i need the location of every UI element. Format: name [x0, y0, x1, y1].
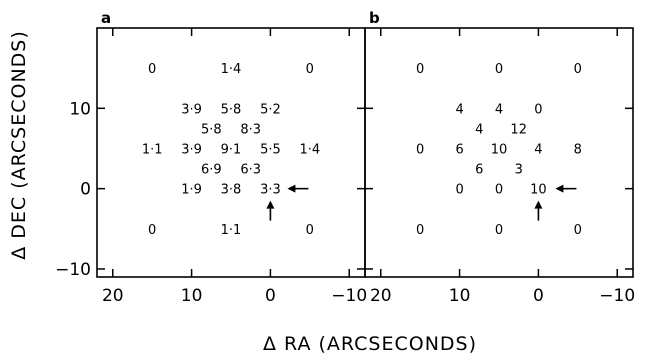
data-value: 4 [495, 102, 503, 117]
x-tick-label: 20 [102, 286, 124, 306]
data-value: 5·2 [260, 102, 281, 117]
data-value: 0 [574, 62, 582, 77]
x-tick-label: 0 [265, 286, 276, 306]
data-value: 0 [574, 223, 582, 238]
data-value: 4 [475, 122, 483, 137]
data-value: 1·4 [221, 62, 242, 77]
marker-arrow-vertical-head [534, 200, 543, 209]
data-value: 0 [306, 223, 314, 238]
data-value: 5·8 [221, 102, 242, 117]
panel-a: a 20 10 0 −10 10 0 −10 0 1·4 0 3·9 5·8 5·2 5·8 8·3 1·1 3·… [55, 9, 367, 306]
panel-label: b [369, 9, 380, 27]
data-value: 0 [306, 62, 314, 77]
plot-frame [364, 27, 634, 278]
data-value: 0 [416, 223, 424, 238]
x-tick-label: 0 [533, 286, 544, 306]
data-value: 0 [495, 223, 503, 238]
marker-arrow-horizontal-head [555, 184, 564, 193]
data-value: 4 [534, 142, 542, 157]
panel-b: b20 10 0 −100 0 04 4 04 120 6 10 4 86 30 0 100 0 0 [364, 9, 635, 306]
data-value: 4 [455, 102, 463, 117]
data-value: 10 [530, 183, 547, 198]
x-tick-label: 20 [370, 286, 392, 306]
data-value: 10 [491, 142, 508, 157]
data-value: 0 [416, 62, 424, 77]
data-value: 0 [148, 62, 156, 77]
data-value: 3·8 [221, 183, 242, 198]
data-value: 0 [455, 183, 463, 198]
x-tick-label: −10 [331, 286, 367, 306]
data-value: 8 [574, 142, 582, 157]
data-value: 3·9 [181, 102, 202, 117]
data-value: 5·5 [260, 142, 281, 157]
y-tick-label: −10 [55, 260, 91, 280]
data-value: 1·9 [181, 183, 202, 198]
data-value: 1·1 [221, 223, 242, 238]
data-value: 6 [475, 163, 483, 178]
data-value: 0 [495, 62, 503, 77]
y-axis-label: Δ DEC (ARCSECONDS) [8, 30, 30, 260]
data-value: 9·1 [221, 142, 242, 157]
x-tick-label: 10 [449, 286, 471, 306]
panel-label: a [101, 9, 111, 27]
data-value: 0 [416, 142, 424, 157]
data-value: 0 [534, 102, 542, 117]
data-value: 5·8 [201, 122, 222, 137]
marker-arrow-horizontal-head [287, 184, 296, 193]
x-axis-label: Δ RA (ARCSECONDS) [263, 333, 477, 355]
data-value: 6·3 [240, 163, 261, 178]
y-tick-label: 10 [69, 99, 91, 119]
data-value: 6·9 [201, 163, 222, 178]
x-tick-label: 10 [181, 286, 203, 306]
data-value: 3·9 [181, 142, 202, 157]
data-value: 0 [495, 183, 503, 198]
data-value: 3·3 [260, 183, 281, 198]
y-tick-label: 0 [80, 180, 91, 200]
data-value: 3 [515, 163, 523, 178]
data-value: 12 [510, 122, 527, 137]
data-value: 6 [455, 142, 463, 157]
x-tick-label: −10 [599, 286, 635, 306]
data-value: 0 [148, 223, 156, 238]
marker-arrow-vertical-head [266, 200, 275, 209]
data-value: 8·3 [240, 122, 261, 137]
data-value: 1·4 [299, 142, 320, 157]
data-value: 1·1 [142, 142, 163, 157]
